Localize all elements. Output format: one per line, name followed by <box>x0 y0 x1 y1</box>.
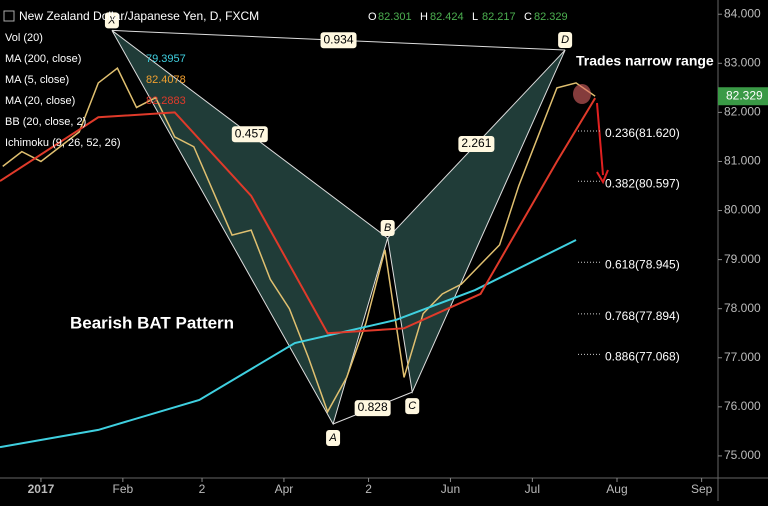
ratio-box <box>231 126 268 143</box>
y-tick-label: 75.000 <box>724 448 761 462</box>
pattern-title: Bearish BAT Pattern <box>70 313 234 332</box>
x-tick-label: 2 <box>365 482 372 496</box>
point-label: B <box>384 222 391 234</box>
indicator-name: MA (200, close) <box>5 53 81 65</box>
fib-label: 0.236(81.620) <box>605 126 680 140</box>
fib-label: 0.768(77.894) <box>605 309 680 323</box>
point-label: D <box>561 34 569 46</box>
collapse-icon[interactable] <box>3 10 15 22</box>
indicator-value: 82.4078 <box>146 74 186 86</box>
ohlc-key: C <box>524 11 532 23</box>
x-tick-label: 2017 <box>28 482 55 496</box>
ratio-label: 0.457 <box>235 126 265 140</box>
x-tick-label: Feb <box>113 482 134 496</box>
point-box <box>405 398 420 415</box>
point-box <box>104 12 119 29</box>
ratio-box <box>354 400 391 417</box>
x-tick-label: 2 <box>199 482 206 496</box>
ratio-label: 0.828 <box>358 400 388 414</box>
ratio-box <box>320 32 357 49</box>
ratio-box <box>458 136 495 153</box>
point-label: X <box>107 14 116 26</box>
y-tick-label: 81.000 <box>724 154 761 168</box>
ohlc-key: L <box>472 11 478 23</box>
ratio-label: 0.934 <box>324 32 354 46</box>
highlight <box>573 84 591 104</box>
fib-label: 0.382(80.597) <box>605 176 680 190</box>
fib-label: 0.618(78.945) <box>605 257 680 271</box>
x-tick-label: Jun <box>441 482 460 496</box>
price-tag <box>718 87 768 106</box>
x-tick-label: Jul <box>525 482 540 496</box>
y-tick-label: 79.000 <box>724 252 761 266</box>
x-tick-label: Apr <box>275 482 294 496</box>
arrow-head <box>596 169 609 185</box>
symbol: New Zealand Dollar/Japanese Yen, D, FXCM <box>19 9 259 23</box>
ohlc-value: 82.329 <box>534 11 568 23</box>
down-arrow <box>596 102 604 176</box>
ohlc-value: 82.424 <box>430 11 464 23</box>
point-box <box>380 220 395 237</box>
ohlc-value: 82.217 <box>482 11 516 23</box>
price-line <box>0 239 577 449</box>
x-tick-label: Sep <box>691 482 713 496</box>
y-tick-label: 80.000 <box>724 203 761 217</box>
annotation: Trades narrow range <box>576 53 714 69</box>
y-tick-label: 78.000 <box>724 301 761 315</box>
indicator-name: MA (5, close) <box>5 74 69 86</box>
ohlc-key: O <box>368 11 377 23</box>
ratio-label: 2.261 <box>461 136 491 150</box>
indicator-value: 79.3957 <box>146 53 186 65</box>
y-tick-label: 84.000 <box>724 6 761 20</box>
indicator-value: 82.2883 <box>146 95 186 107</box>
price-tag-label: 82.329 <box>726 88 763 102</box>
y-tick-label: 77.000 <box>724 350 761 364</box>
price-line <box>0 97 597 335</box>
point-label: C <box>408 400 416 412</box>
price-line <box>2 67 596 414</box>
fib-label: 0.886(77.068) <box>605 350 680 364</box>
y-tick-label: 83.000 <box>724 55 761 69</box>
point-box <box>326 430 341 447</box>
x-tick-label: Aug <box>606 482 627 496</box>
ohlc-value: 82.301 <box>378 11 412 23</box>
indicator-name: Vol (20) <box>5 32 43 44</box>
y-tick-label: 76.000 <box>724 399 761 413</box>
indicator-name: Ichimoku (9, 26, 52, 26) <box>5 137 121 149</box>
point-label: A <box>328 432 336 444</box>
point-box <box>558 32 573 49</box>
y-tick-label: 82.000 <box>724 105 761 119</box>
indicator-name: MA (20, close) <box>5 95 75 107</box>
ohlc-key: H <box>420 11 428 23</box>
indicator-name: BB (20, close, 2) <box>5 116 86 128</box>
